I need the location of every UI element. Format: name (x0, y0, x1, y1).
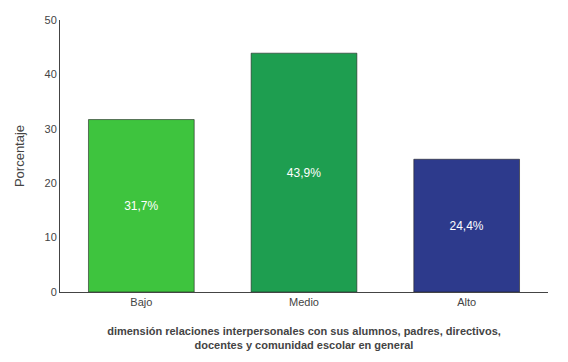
svg-text:20: 20 (45, 177, 57, 189)
svg-text:dimensión relaciones interpers: dimensión relaciones interpersonales con… (107, 325, 501, 351)
svg-text:0: 0 (51, 286, 57, 298)
svg-text:Bajo: Bajo (130, 296, 152, 308)
svg-text:31,7%: 31,7% (124, 199, 158, 213)
svg-text:Alto: Alto (457, 296, 476, 308)
svg-text:50: 50 (45, 14, 57, 26)
svg-text:24,4%: 24,4% (449, 219, 483, 233)
svg-text:Porcentaje: Porcentaje (12, 125, 27, 187)
svg-text:Medio: Medio (289, 296, 319, 308)
svg-text:10: 10 (45, 231, 57, 243)
svg-text:43,9%: 43,9% (287, 166, 321, 180)
svg-text:40: 40 (45, 68, 57, 80)
svg-text:30: 30 (45, 123, 57, 135)
